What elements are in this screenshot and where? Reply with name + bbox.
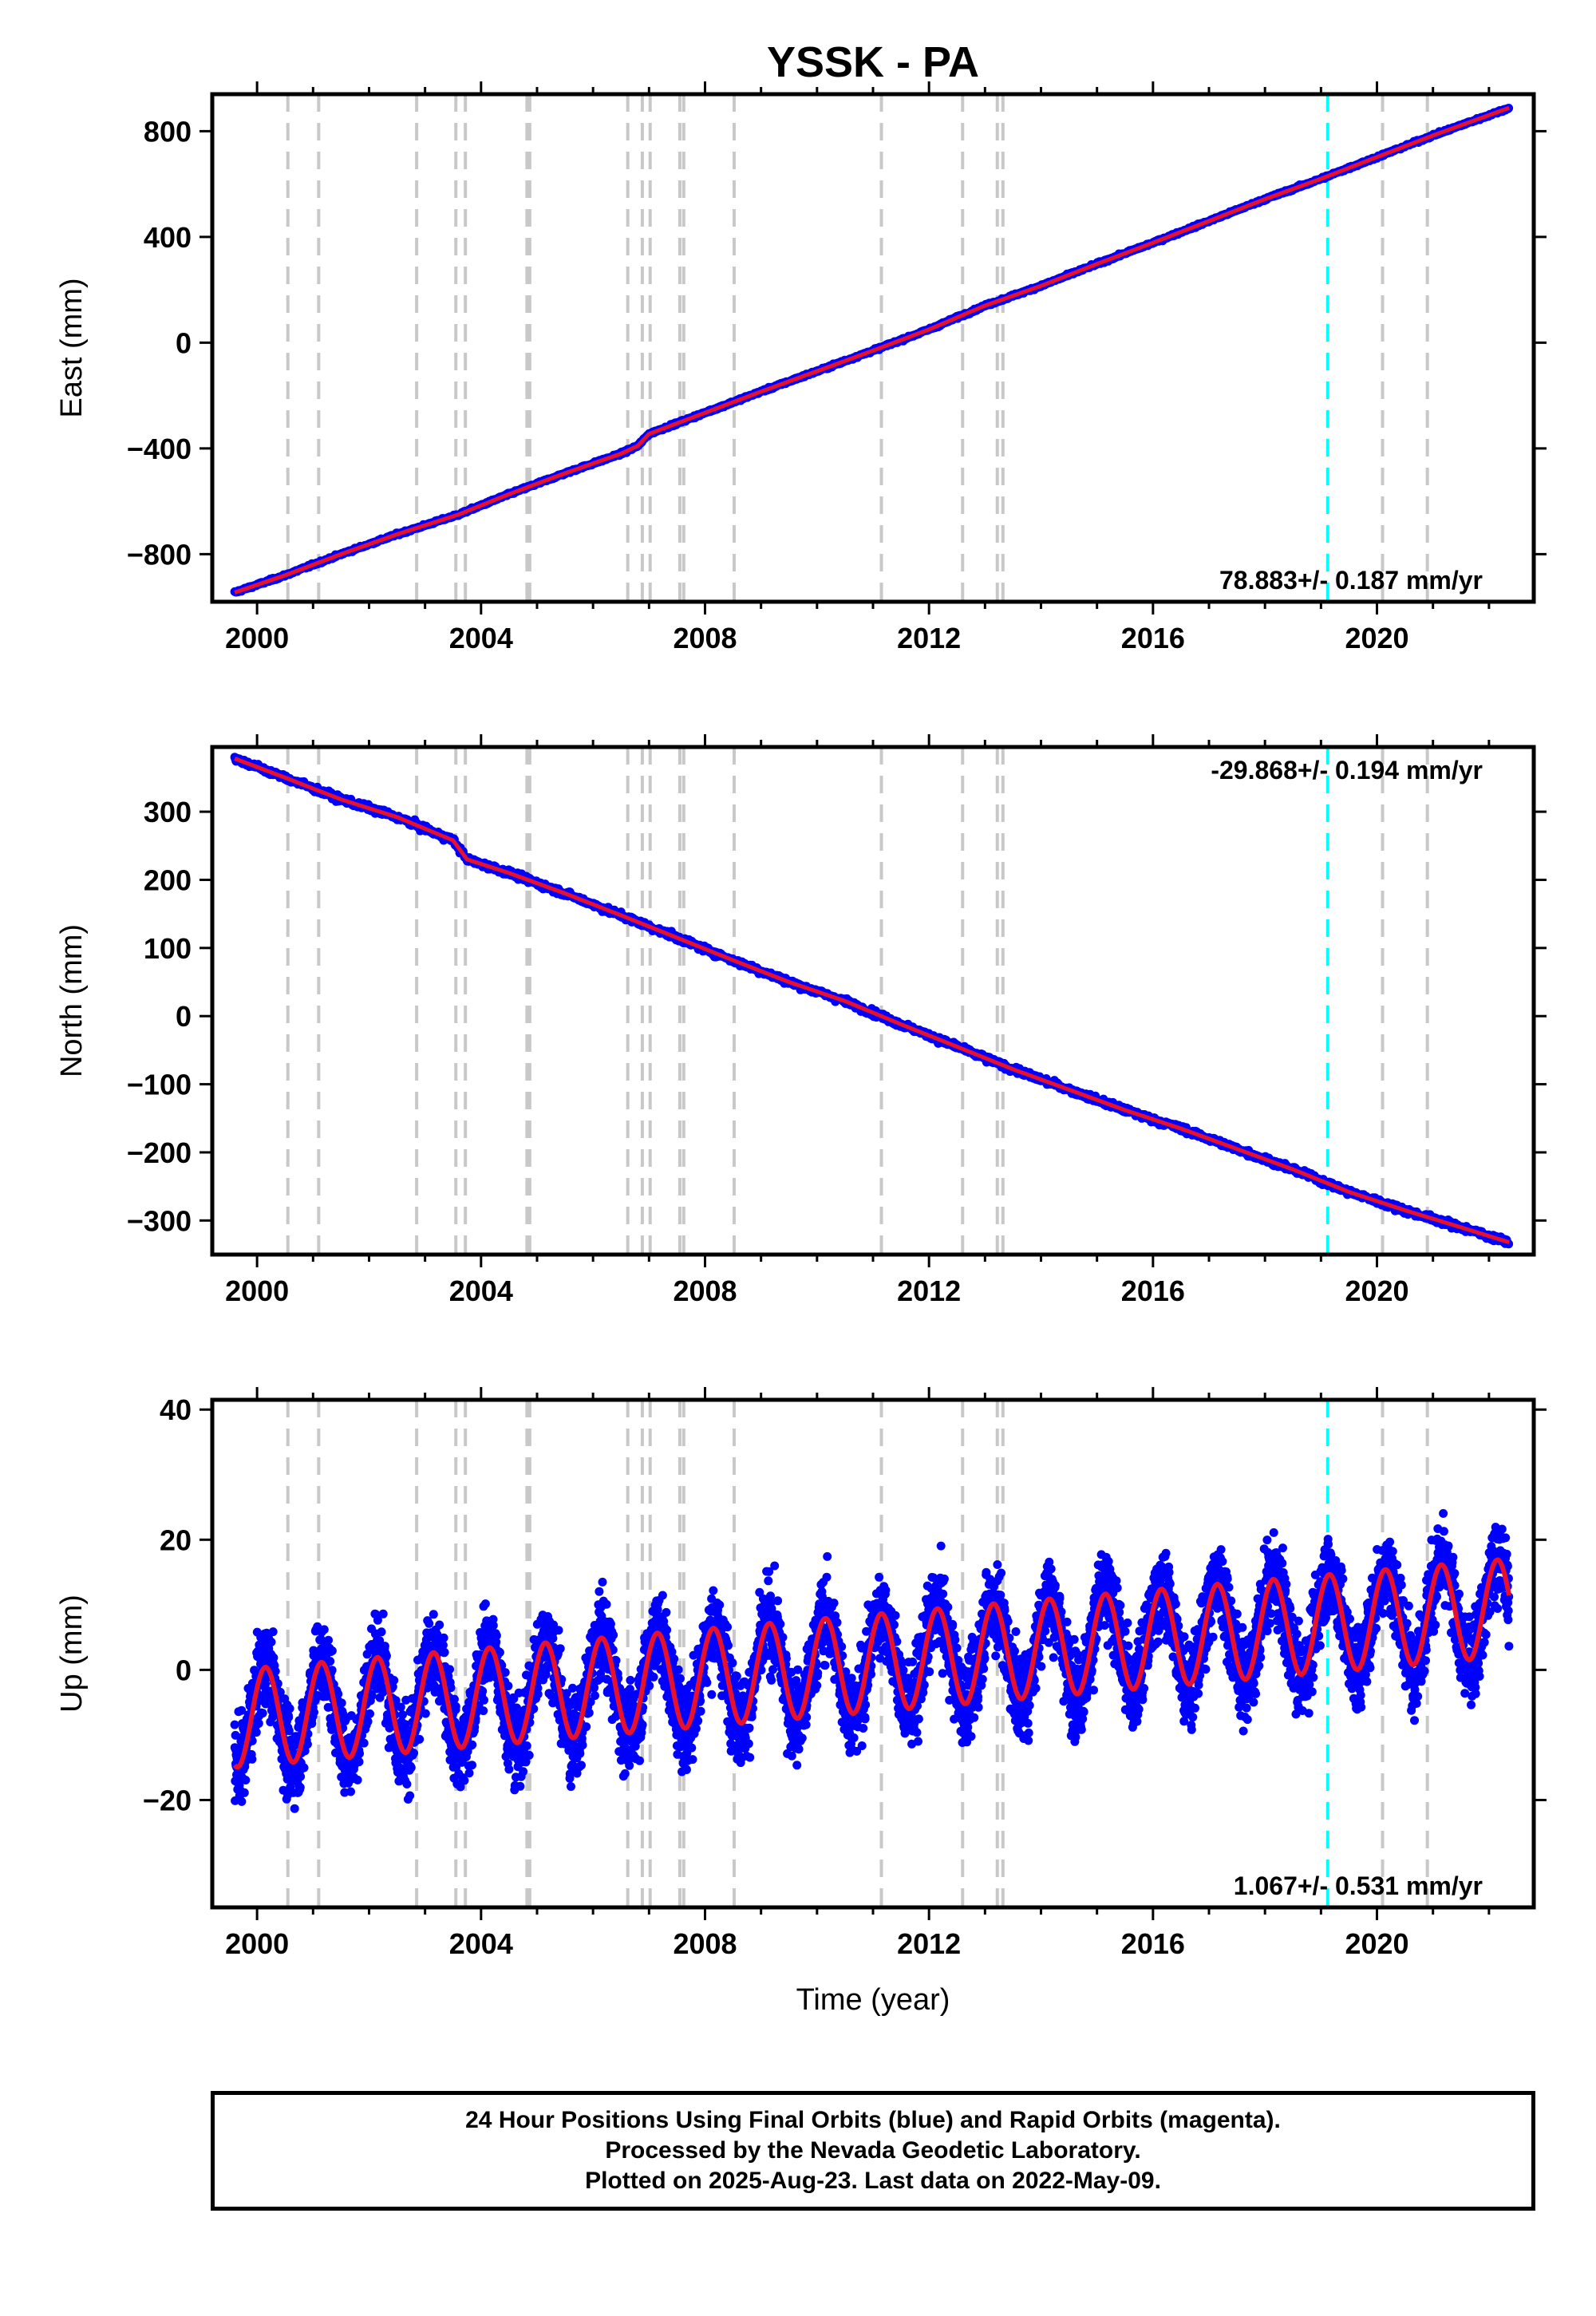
data-point [359,1738,369,1748]
y-tick-label: −400 [127,433,192,465]
data-point [406,1763,416,1773]
data-point [284,1713,294,1722]
data-point [316,1634,326,1644]
data-point [398,1710,407,1720]
data-point [421,1709,430,1718]
x-tick-label: 2012 [897,622,961,654]
x-tick-label: 2008 [673,622,737,654]
x-tick-label: 2004 [449,622,513,654]
east-rate-label: 78.883+/- 0.187 mm/yr [1219,566,1483,595]
data-point [247,1736,257,1745]
data-point [310,1708,318,1717]
x-tick-label: 2008 [673,1275,737,1307]
east-y-axis-label: East (mm) [55,278,89,417]
data-point [307,1719,317,1729]
y-tick-label: 200 [144,864,192,896]
chart-title: YSSK - PA [767,38,979,86]
data-point [324,1635,333,1645]
x-tick-label: 2020 [1345,622,1408,654]
data-point [254,1719,263,1728]
data-point [373,1615,382,1625]
data-point [268,1627,278,1637]
data-point [302,1740,312,1749]
data-point [299,1763,309,1773]
x-tick-label: 2016 [1121,1275,1185,1307]
y-tick-label: 400 [144,221,192,254]
data-point [258,1709,267,1718]
data-point [319,1625,329,1634]
y-tick-label: −200 [127,1136,192,1169]
y-tick-label: −300 [127,1204,192,1237]
data-point [295,1783,305,1792]
x-tick-label: 2020 [1345,1275,1408,1307]
data-point [230,1720,239,1729]
north-panel: 2000 2004 2008 2012 2016 2020 −300 −200 −100 0 100… [55,734,1547,1307]
data-point [363,1717,373,1726]
data-point [237,1705,247,1715]
data-point [239,1788,249,1797]
east-fit-line [234,105,1510,595]
data-point [296,1772,306,1781]
data-point [275,1687,285,1697]
data-point [269,1653,279,1662]
data-point [327,1646,337,1655]
data-point [355,1749,364,1758]
data-point [354,1757,364,1767]
x-tick-label: 2000 [225,622,289,654]
data-point [241,1776,251,1784]
data-point [290,1804,299,1813]
data-point [334,1690,343,1699]
x-tick-label: 2000 [225,1275,289,1307]
data-point [381,1651,391,1661]
east-panel: 2000 2004 2008 2012 2016 2020 −800 −400 0 400 800 E… [55,81,1547,654]
y-tick-label: 100 [144,932,192,965]
north-rate-label: -29.868+/- 0.194 mm/yr [1211,756,1483,785]
y-tick-label: 800 [144,115,192,148]
data-point [378,1609,388,1618]
data-point [267,1638,276,1646]
data-point [389,1676,399,1685]
data-point [284,1726,294,1736]
x-tick-label: 2016 [1121,622,1185,654]
data-point [402,1780,412,1788]
y-tick-label: 0 [176,1000,192,1033]
y-tick-label: −100 [127,1069,192,1101]
data-point [251,1728,261,1737]
data-point [337,1698,346,1708]
data-point [285,1704,294,1713]
data-point [405,1791,415,1800]
x-tick-label: 2012 [897,1275,961,1307]
east-plot-area [230,94,1514,602]
data-point [353,1775,362,1784]
data-point [247,1754,257,1764]
data-point [346,1787,355,1796]
y-tick-label: −800 [127,538,192,571]
data-point [365,1709,374,1718]
data-point [326,1657,335,1666]
north-fit-line [234,757,1510,1244]
up-plot-area [230,1400,1514,1907]
data-point [271,1666,280,1676]
north-plot-area [230,747,1514,1255]
data-point [362,1650,372,1659]
data-point [300,1746,310,1756]
data-point [377,1627,386,1637]
data-point [415,1734,425,1744]
data-point [231,1730,240,1740]
north-y-axis-label: North (mm) [55,924,89,1077]
data-point [237,1796,247,1806]
data-point [367,1691,377,1701]
up-data-points [230,1508,1514,1813]
y-tick-label: 300 [144,796,192,828]
y-tick-label: 0 [176,326,192,359]
x-tick-label: 2004 [449,1275,513,1307]
